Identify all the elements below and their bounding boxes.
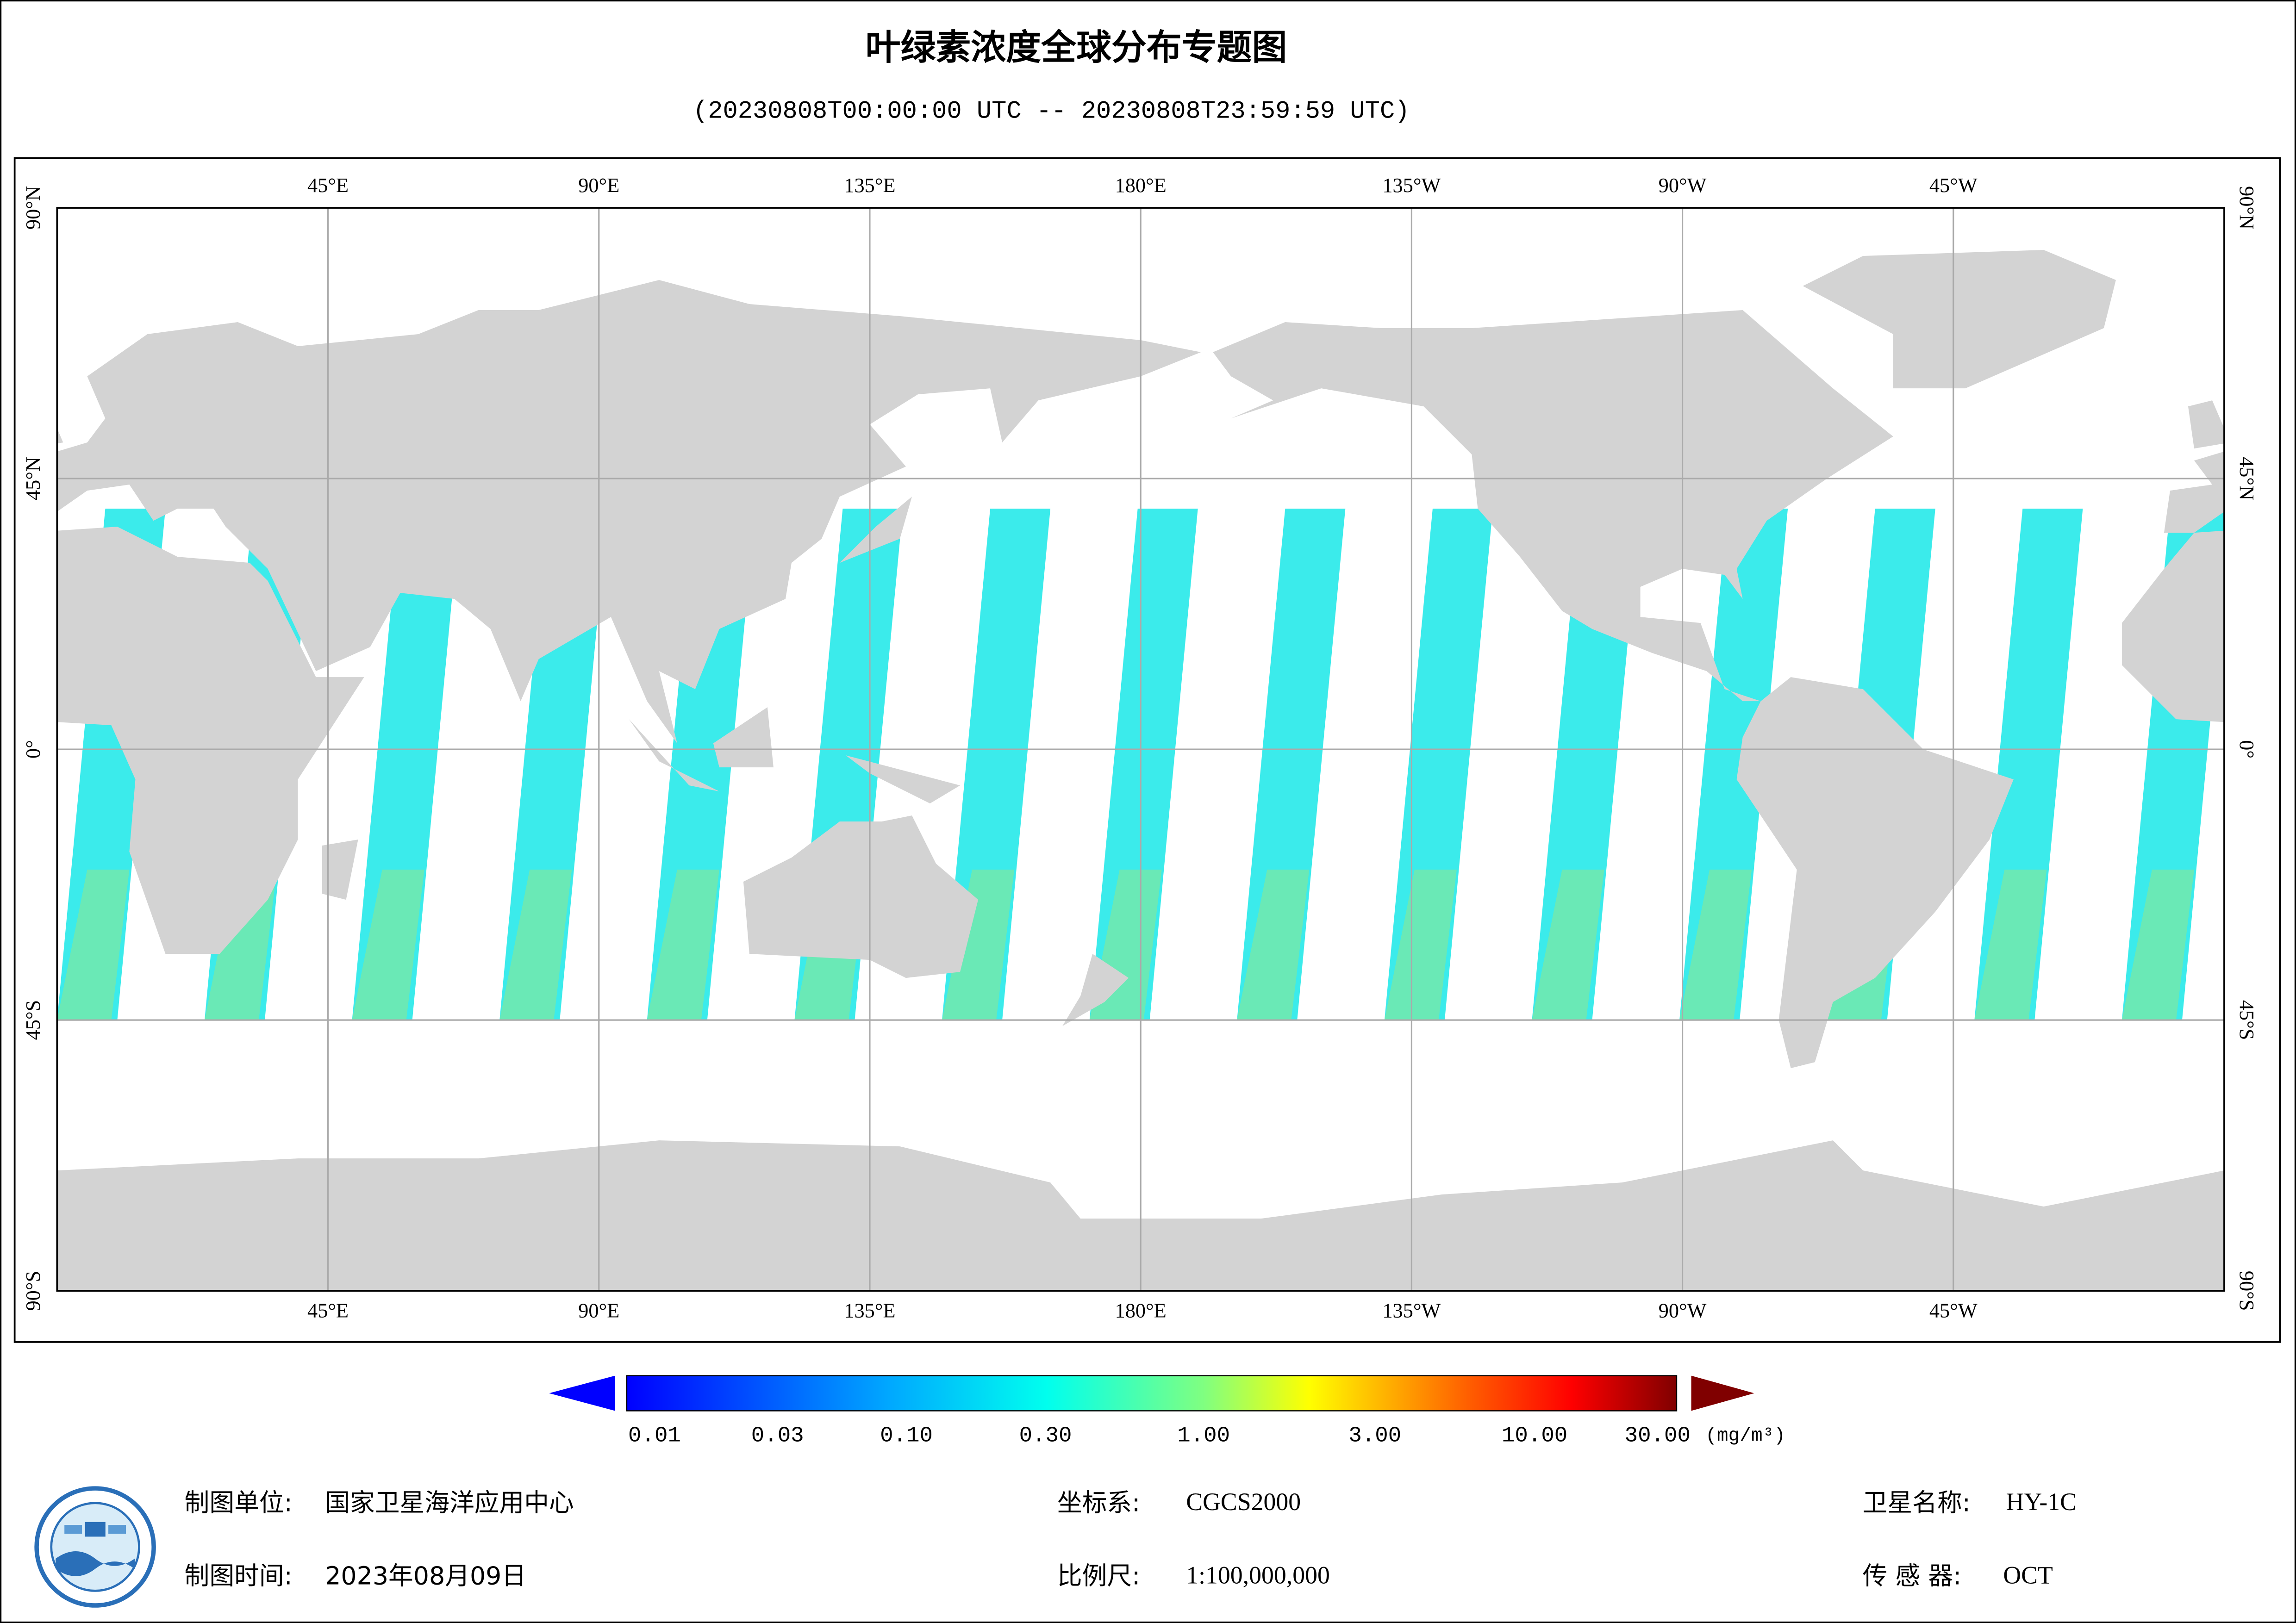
colorbar — [626, 1375, 1678, 1412]
footer-value: 1:100,000,000 — [1186, 1561, 1330, 1589]
lat-label: 45°N — [22, 457, 44, 500]
colorbar-unit: (mg/m³) — [1705, 1425, 1785, 1447]
lon-label: 135°E — [844, 174, 895, 197]
lon-label: 90°E — [578, 1300, 619, 1322]
colorbar-tick-label: 1.00 — [1177, 1424, 1230, 1449]
land — [57, 280, 1201, 744]
lon-label: 180°E — [1115, 174, 1167, 197]
map-border — [56, 207, 2225, 1292]
land — [2188, 400, 2224, 449]
land — [57, 428, 63, 444]
footer-label: 坐标系: — [1057, 1488, 1140, 1517]
swath — [499, 870, 572, 1020]
footer-label: 制图时间: — [185, 1561, 293, 1591]
colorbar-tick-label: 0.10 — [880, 1424, 933, 1449]
lon-label: 90°W — [1659, 1300, 1707, 1322]
lon-label: 90°W — [1659, 174, 1707, 197]
lat-label: 45°S — [22, 1000, 44, 1040]
lat-label: 45°S — [2235, 1000, 2258, 1040]
land — [1803, 250, 2116, 389]
land — [2164, 451, 2224, 533]
land — [57, 527, 364, 954]
land — [743, 815, 979, 978]
lat-label: 90°S — [22, 1271, 44, 1311]
colorbar-ticks: 0.01 0.03 0.10 0.30 1.00 3.00 10.00 30.00 — [628, 1424, 1691, 1449]
lon-label: 180°E — [1115, 1300, 1167, 1322]
swath — [1532, 870, 1604, 1020]
lat-label: 0° — [2235, 740, 2258, 759]
lat-label: 90°N — [22, 186, 44, 230]
land — [1062, 954, 1129, 1026]
lat-label: 90°S — [2235, 1271, 2258, 1311]
footer-value: HY-1C — [2006, 1488, 2077, 1516]
map-frame — [13, 157, 2281, 1343]
colorbar-tick-label: 10.00 — [1502, 1424, 1567, 1449]
footer-value: 2023年08月09日 — [325, 1561, 526, 1591]
swath — [57, 870, 130, 1020]
footer-label: 传 感 器: — [1863, 1561, 1962, 1591]
swath — [1974, 870, 2047, 1020]
footer-value: OCT — [2003, 1561, 2053, 1589]
lon-label: 45°W — [1929, 174, 1978, 197]
swath — [942, 870, 1015, 1020]
colorbar-tick-label: 0.01 — [628, 1424, 681, 1449]
lon-label: 135°E — [844, 1300, 895, 1322]
land — [2121, 530, 2224, 722]
colorbar-tick-label: 3.00 — [1348, 1424, 1401, 1449]
subtitle: (20230808T00:00:00 UTC -- 20230808T23:59… — [693, 98, 1410, 126]
colorbar-tick-label: 0.03 — [751, 1424, 804, 1449]
lon-label: 45°E — [307, 1300, 349, 1322]
land — [322, 839, 358, 900]
title: 叶绿素浓度全球分布专题图 — [866, 27, 1287, 68]
swath — [1237, 870, 1310, 1020]
lon-label: 135°W — [1382, 174, 1441, 197]
logo — [34, 1486, 156, 1608]
footer-label: 卫星名称: — [1863, 1488, 1971, 1517]
lat-label: 0° — [22, 740, 44, 759]
footer-label: 制图单位: — [185, 1488, 293, 1517]
swath — [1679, 870, 1752, 1020]
swath — [1384, 870, 1457, 1020]
map — [57, 208, 2224, 1291]
land — [1736, 677, 2014, 1069]
colorbar-tick-label: 30.00 — [1625, 1424, 1691, 1449]
lon-label: 45°W — [1929, 1300, 1978, 1322]
swath — [2121, 870, 2194, 1020]
colorbar-low-arrow — [549, 1375, 615, 1411]
land — [845, 755, 961, 804]
swath — [647, 870, 719, 1020]
lon-label: 135°W — [1382, 1300, 1441, 1322]
land — [1213, 310, 1893, 702]
footer-value: 国家卫星海洋应用中心 — [325, 1488, 574, 1517]
lat-label: 90°N — [2235, 186, 2258, 230]
footer-value: CGCS2000 — [1186, 1488, 1301, 1516]
lat-label: 45°N — [2235, 457, 2258, 500]
land — [713, 707, 774, 768]
footer-label: 比例尺: — [1057, 1561, 1140, 1591]
colorbar-tick-label: 0.30 — [1019, 1424, 1072, 1449]
land — [839, 497, 912, 563]
swath — [352, 870, 424, 1020]
colorbar-high-arrow — [1691, 1375, 1754, 1411]
lon-label: 90°E — [578, 174, 619, 197]
lon-label: 45°E — [307, 174, 349, 197]
graticule-labels: 45°E 45°E 90°E 90°E 135°E 135°E 180°E 180°E 135°… — [22, 174, 2258, 1322]
